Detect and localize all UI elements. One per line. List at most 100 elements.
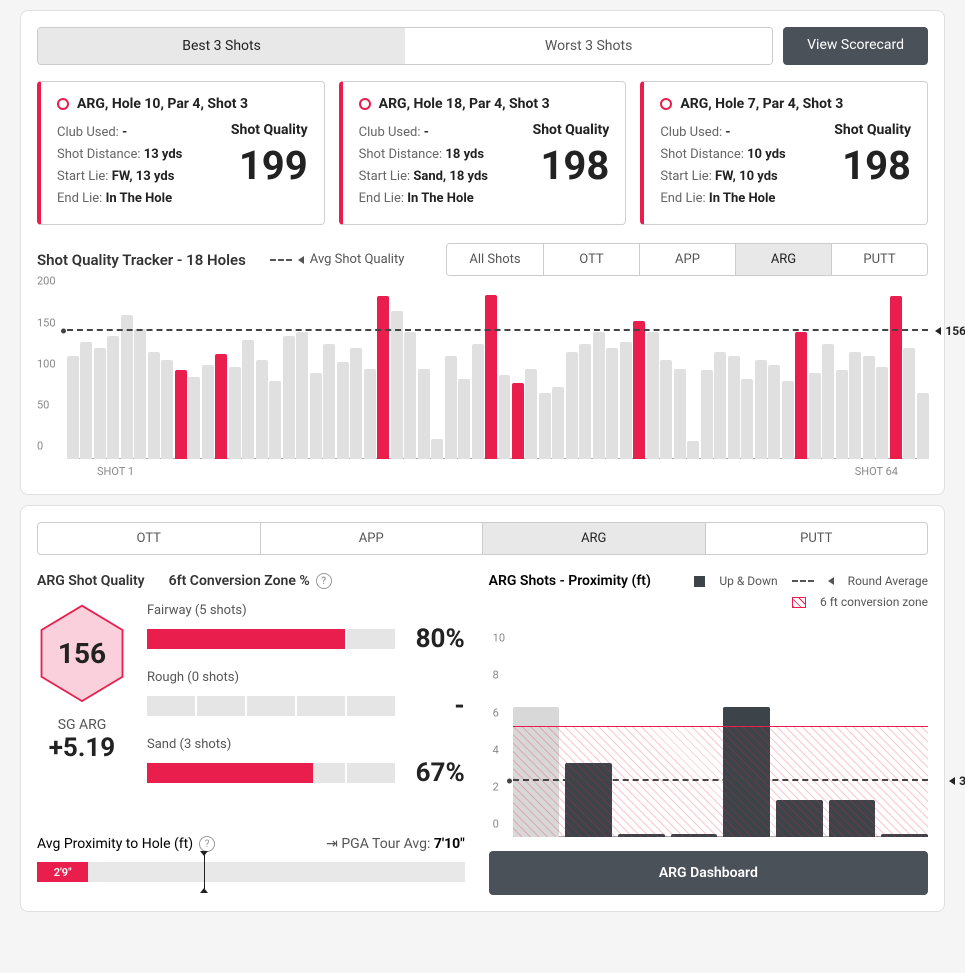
tracker-bar — [741, 379, 753, 460]
tracker-bar — [728, 356, 740, 459]
tracker-bar — [660, 360, 672, 459]
tracker-bar — [296, 332, 308, 460]
worst-shots-tab[interactable]: Worst 3 Shots — [405, 28, 772, 64]
tracker-bar — [188, 377, 200, 460]
avg-legend: Avg Shot Quality — [270, 252, 405, 267]
tracker-bar — [633, 321, 645, 460]
tracker-bar — [836, 370, 848, 459]
tracker-bar — [161, 360, 173, 459]
tracker-bar — [701, 370, 713, 459]
shots-panel: Best 3 Shots Worst 3 Shots View Scorecar… — [20, 10, 945, 495]
tracker-bar — [121, 315, 133, 459]
best-shots-tab[interactable]: Best 3 Shots — [38, 28, 405, 64]
tracker-tab-ott[interactable]: OTT — [543, 244, 639, 275]
tracker-title: Shot Quality Tracker - 18 Holes — [37, 251, 246, 269]
shot-card: ARG, Hole 18, Par 4, Shot 3 Club Used: -… — [339, 81, 627, 225]
tracker-tab-all-shots[interactable]: All Shots — [447, 244, 543, 275]
tracker-bar — [404, 332, 416, 460]
ring-icon — [660, 98, 672, 110]
shot-card: ARG, Hole 10, Par 4, Shot 3 Club Used: -… — [37, 81, 325, 225]
tracker-bar — [67, 356, 79, 459]
tracker-bar — [674, 369, 686, 460]
tracker-bar — [80, 342, 92, 459]
tracker-bar — [499, 375, 511, 459]
lower-tabs: OTTAPPARGPUTT — [37, 522, 928, 555]
xlabel-first: SHOT 1 — [97, 465, 134, 478]
category-tab-app[interactable]: APP — [260, 523, 483, 554]
tracker-bar — [903, 348, 915, 459]
tracker-bar — [822, 344, 834, 460]
tracker-tab-putt[interactable]: PUTT — [831, 244, 927, 275]
proximity-chart: 02468103 — [513, 627, 928, 837]
tracker-tab-app[interactable]: APP — [639, 244, 735, 275]
category-tab-arg[interactable]: ARG — [482, 523, 705, 554]
tracker-bar — [795, 332, 807, 460]
tracker-bar — [337, 362, 349, 459]
tracker-bar — [229, 367, 241, 459]
tracker-bar — [593, 332, 605, 460]
tracker-bar — [148, 352, 160, 459]
tracker-bar — [876, 367, 888, 459]
arg-dashboard-button[interactable]: ARG Dashboard — [489, 851, 928, 895]
tracker-bar — [94, 348, 106, 459]
conversion-title: 6ft Conversion Zone % ? — [169, 573, 332, 589]
tracker-bar — [552, 387, 564, 460]
tracker-bar — [566, 352, 578, 459]
sg-value: +5.19 — [37, 733, 127, 763]
conversion-item: Fairway (5 shots) 80% — [147, 603, 465, 654]
tracker-bar — [849, 352, 861, 459]
tracker-bar — [418, 369, 430, 460]
tracker-bar — [364, 369, 376, 460]
tracker-bar — [768, 365, 780, 460]
tracker-bar — [377, 296, 389, 459]
tracker-bar — [917, 393, 929, 459]
category-tab-ott[interactable]: OTT — [38, 523, 260, 554]
sg-label: SG ARG — [37, 717, 127, 733]
tracker-bar — [391, 311, 403, 460]
tracker-bar — [283, 336, 295, 460]
tracker-bar — [269, 381, 281, 459]
tracker-tabs: All ShotsOTTAPPARGPUTT — [446, 243, 928, 276]
prox-label: Avg Proximity to Hole (ft) — [37, 836, 193, 852]
updown-swatch — [694, 576, 705, 587]
tracker-tab-arg[interactable]: ARG — [735, 244, 831, 275]
tracker-bar — [107, 336, 119, 460]
shot-card: ARG, Hole 7, Par 4, Shot 3 Club Used: - … — [640, 81, 928, 225]
tracker-bar — [863, 356, 875, 459]
ring-icon — [359, 98, 371, 110]
ring-icon — [57, 98, 69, 110]
tracker-bar — [134, 329, 146, 459]
tracker-bar — [175, 370, 187, 459]
view-scorecard-button[interactable]: View Scorecard — [783, 27, 928, 65]
tracker-bar — [202, 365, 214, 460]
conversion-item: Sand (3 shots) 67% — [147, 737, 465, 788]
tracker-bar — [606, 348, 618, 459]
shots-segment: Best 3 Shots Worst 3 Shots — [37, 27, 773, 65]
tracker-bar — [215, 354, 227, 460]
help-icon[interactable]: ? — [316, 573, 332, 589]
tracker-bar — [350, 348, 362, 459]
pga-avg: ⇥ PGA Tour Avg: 7'10" — [326, 836, 465, 852]
tracker-bar — [755, 360, 767, 459]
arg-sq-hex: 156 SG ARG +5.19 — [37, 603, 127, 763]
tracker-bar — [485, 295, 497, 459]
prox-chart-title: ARG Shots - Proximity (ft) — [489, 573, 651, 589]
tracker-bar — [445, 356, 457, 459]
tracker-bar — [782, 381, 794, 459]
category-tab-putt[interactable]: PUTT — [705, 523, 928, 554]
arg-sq-title: ARG Shot Quality — [37, 573, 145, 589]
tracker-bar — [242, 340, 254, 460]
help-icon[interactable]: ? — [199, 836, 215, 852]
tracker-bar — [512, 383, 524, 459]
tracker-bar — [525, 369, 537, 460]
tracker-bar — [472, 344, 484, 460]
tracker-bar — [620, 342, 632, 459]
tracker-bar — [539, 393, 551, 459]
tracker-chart: 050100150200156 — [67, 284, 928, 459]
xlabel-last: SHOT 64 — [855, 465, 898, 478]
tracker-bar — [809, 373, 821, 460]
tracker-bar — [579, 344, 591, 460]
tracker-bar — [256, 360, 268, 459]
tracker-bar — [647, 332, 659, 460]
tracker-bar — [890, 296, 902, 459]
